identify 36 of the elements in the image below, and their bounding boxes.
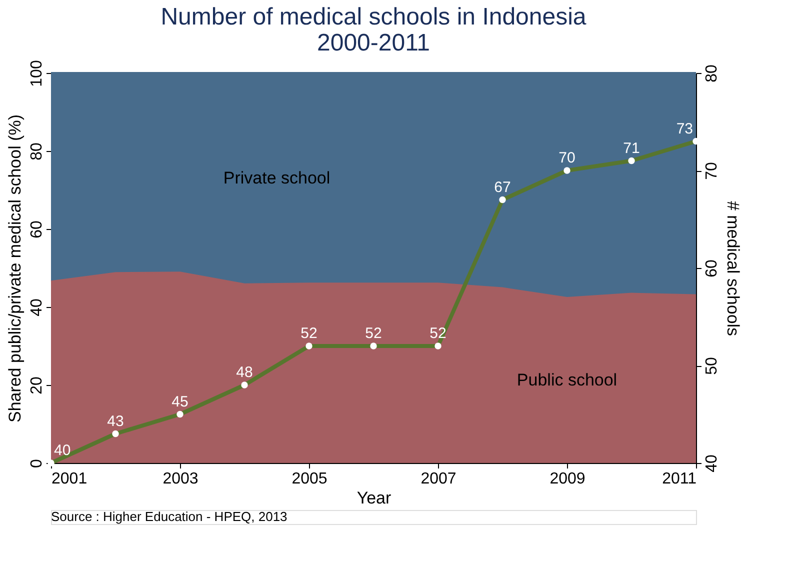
y-axis-title: Shared public/private medical school (%) xyxy=(6,114,24,423)
series-label: Private school xyxy=(223,168,330,188)
x-axis-title: Year xyxy=(356,488,392,508)
data-label: 52 xyxy=(365,325,382,342)
y-tick-label: 80 xyxy=(28,142,46,160)
y2-tick-label: 80 xyxy=(704,64,720,82)
text: Number of medical schools in Indonesia xyxy=(160,4,586,31)
data-label: 43 xyxy=(107,412,124,430)
y2-axis-title: # medical schools xyxy=(724,200,742,336)
data-label: 67 xyxy=(494,178,511,196)
x-tick-label: 2011 xyxy=(662,470,697,488)
x-tick-label: 2005 xyxy=(292,470,328,488)
y2-tick-label: 70 xyxy=(704,162,720,180)
data-label: 73 xyxy=(676,120,693,138)
data-label: 40 xyxy=(54,442,71,459)
text: 2000-2011 xyxy=(317,30,430,57)
y2-tick-label: 50 xyxy=(704,357,720,375)
y-tick-label: 0 xyxy=(28,458,46,468)
y2-tick-label: 60 xyxy=(704,260,720,278)
x-tick-label: 2007 xyxy=(420,470,456,488)
x-tick-label: 2009 xyxy=(550,470,586,488)
y-tick-label: 20 xyxy=(28,376,46,394)
data-label: 71 xyxy=(623,140,640,157)
data-label: 45 xyxy=(172,393,188,410)
x-tick-label: 2001 xyxy=(52,470,88,488)
y-tick-label: 100 xyxy=(28,60,46,87)
y2-tick-label: 40 xyxy=(704,454,720,472)
data-label: 70 xyxy=(558,150,576,166)
data-label: 48 xyxy=(236,364,253,381)
y-tick-label: 40 xyxy=(28,298,46,316)
x-tick-label: 2003 xyxy=(162,470,198,488)
data-label: 52 xyxy=(300,325,318,342)
source-note: Source : Higher Education - HPEQ, 2013 xyxy=(51,509,288,524)
data-label: 52 xyxy=(430,325,446,342)
y-tick-label: 60 xyxy=(28,220,46,238)
series-label: Public school xyxy=(516,370,618,390)
